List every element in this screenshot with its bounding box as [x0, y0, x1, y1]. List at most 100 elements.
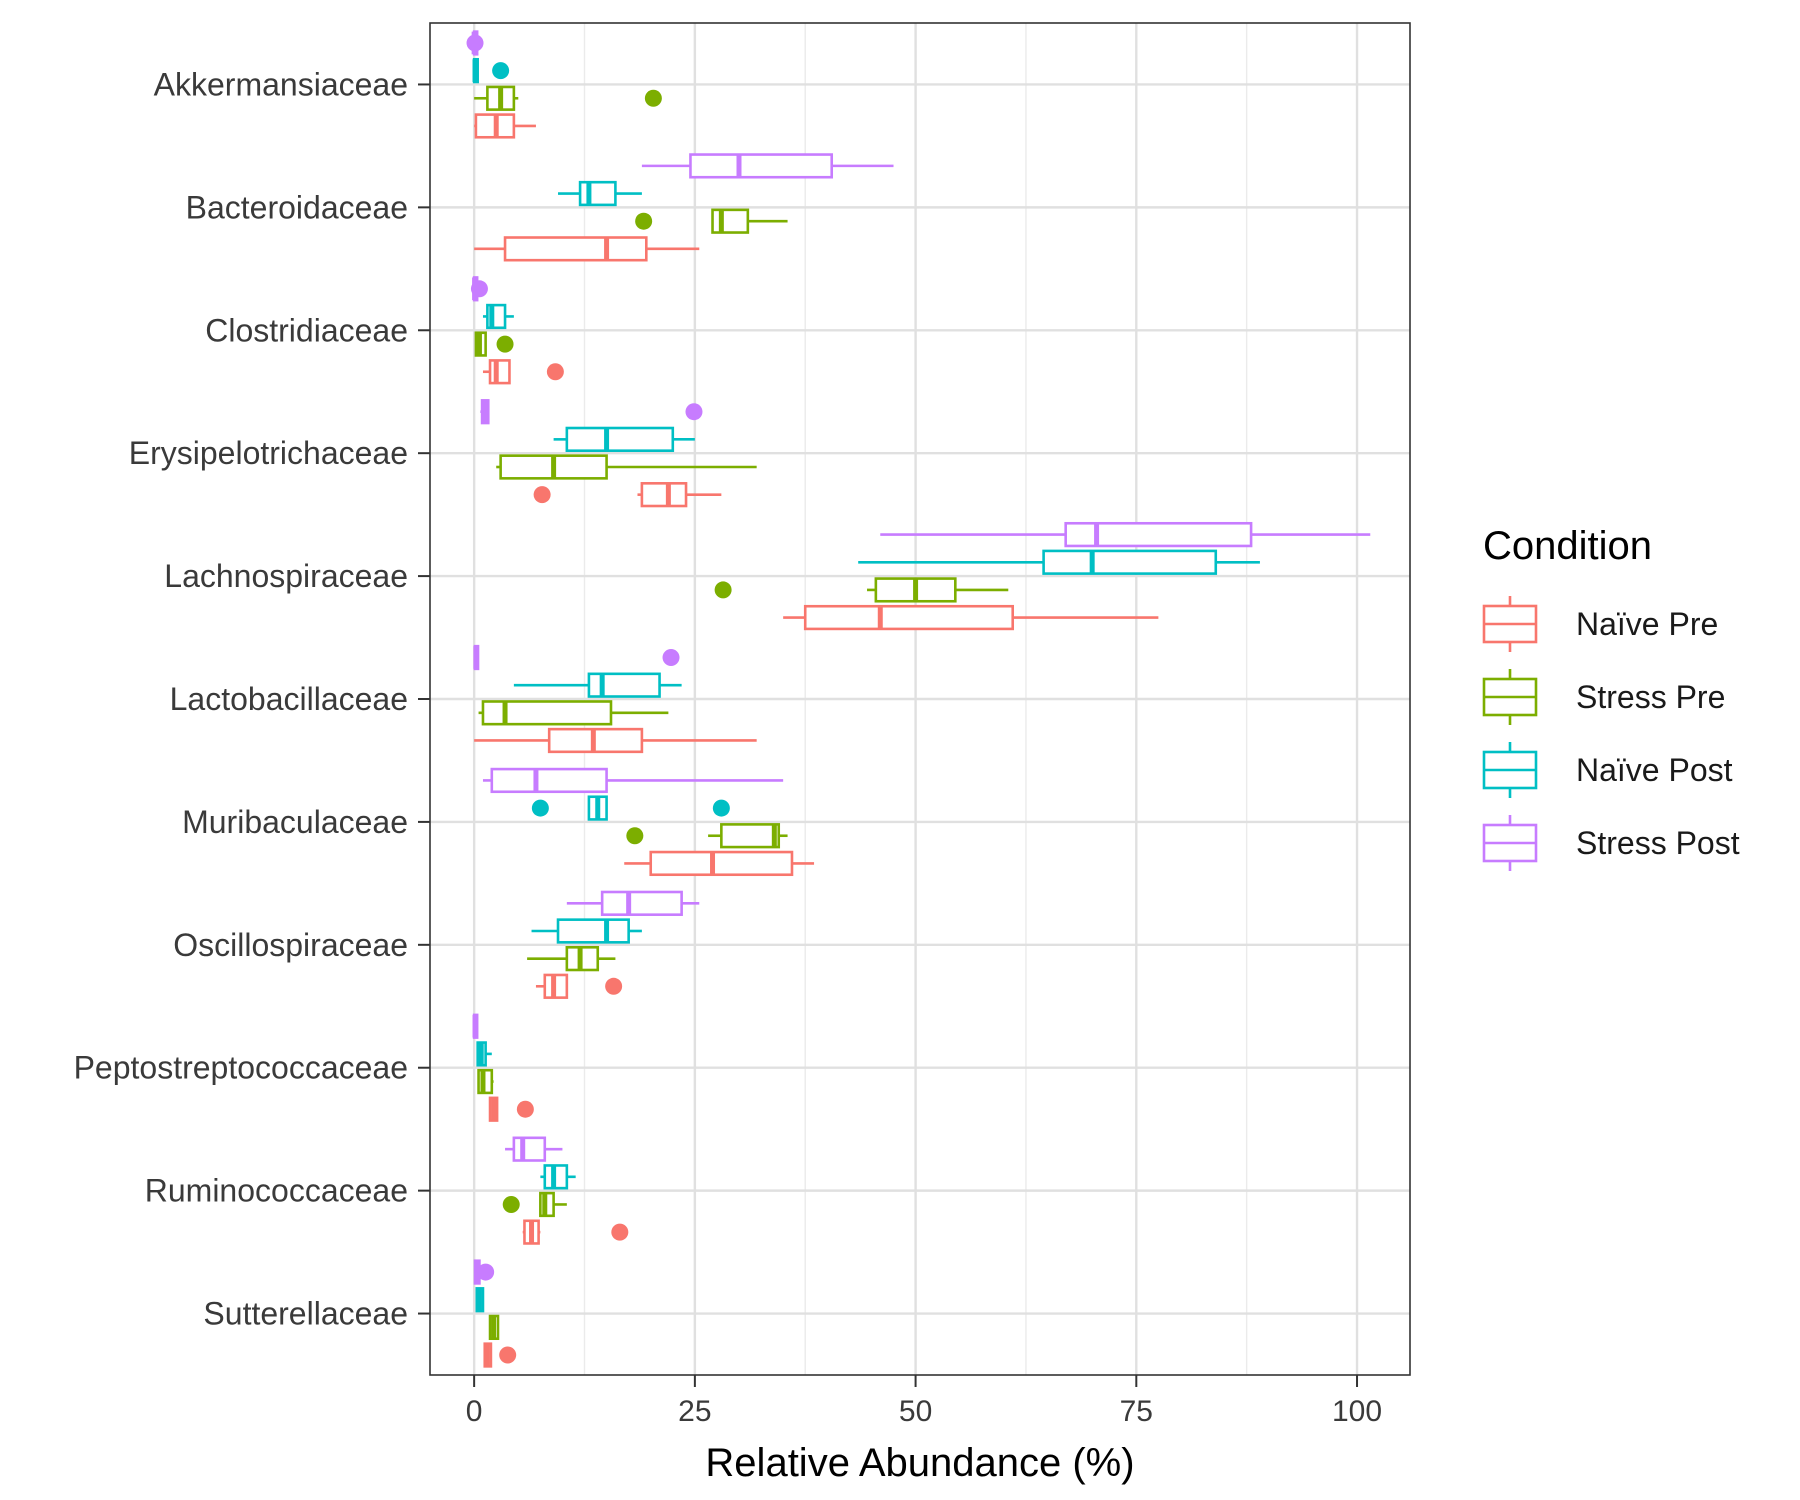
box-iqr: [556, 918, 630, 944]
box-stress-pre: [714, 577, 1009, 603]
legend-title: Condition: [1483, 524, 1652, 568]
box-stress-post: [505, 1136, 563, 1162]
legend-label: Naïve Post: [1576, 752, 1733, 788]
box-na-ve-pre: [533, 482, 722, 508]
outlier-point: [531, 799, 549, 817]
x-tick-label: 25: [678, 1395, 711, 1428]
box-iqr: [512, 1136, 547, 1162]
category-label: Peptostreptococcaceae: [74, 1050, 408, 1086]
category-label: Akkermansiaceae: [154, 66, 408, 102]
box-na-ve-post: [858, 549, 1260, 575]
x-tick-label: 0: [466, 1395, 483, 1428]
box-na-ve-pre: [474, 113, 536, 139]
outlier-point: [611, 1223, 629, 1241]
box-na-ve-pre: [535, 973, 623, 999]
box-stress-pre: [626, 823, 788, 849]
legend-label: Stress Pre: [1576, 679, 1725, 715]
legend-label: Naïve Pre: [1576, 606, 1718, 642]
box-iqr: [649, 850, 794, 877]
box-stress-pre: [488, 1314, 500, 1341]
outlier-point: [644, 89, 662, 107]
box-na-ve-post: [531, 795, 730, 821]
box-stress-pre: [502, 1191, 567, 1218]
outlier-point: [714, 581, 732, 599]
outlier-point: [546, 363, 564, 381]
category-label: Lachnospiraceae: [164, 558, 408, 594]
box-na-ve-post: [531, 918, 642, 944]
box-iqr: [689, 153, 834, 179]
box-iqr: [565, 426, 675, 452]
box-iqr: [720, 823, 781, 849]
legend-label: Stress Post: [1576, 825, 1740, 861]
box-na-ve-post: [482, 303, 514, 330]
legend-item: Stress Pre: [1482, 669, 1725, 725]
box-na-ve-post: [476, 1041, 492, 1067]
outlier-point: [502, 1195, 520, 1213]
box-iqr: [600, 890, 683, 916]
box-na-ve-pre: [488, 1096, 534, 1122]
outlier-point: [466, 34, 484, 52]
category-label: Muribaculaceae: [182, 804, 408, 840]
box-na-ve-post: [553, 426, 695, 452]
box-stress-post: [880, 521, 1371, 548]
outlier-point: [533, 486, 551, 504]
box-na-ve-pre: [482, 359, 564, 385]
outlier-point: [470, 280, 488, 298]
box-iqr: [1042, 549, 1218, 575]
box-na-ve-post: [540, 1164, 576, 1190]
y-axis: Akkermansiaceae Bacteroidaceae Clostridiac…: [74, 66, 430, 1332]
box-na-ve-pre: [474, 727, 757, 754]
box-stress-pre: [635, 208, 788, 234]
legend-item: Naïve Pre: [1482, 596, 1718, 652]
box-iqr: [578, 180, 617, 207]
box-iqr: [587, 672, 661, 698]
box-iqr: [803, 604, 1015, 631]
box-stress-pre: [496, 454, 757, 480]
outlier-point: [712, 799, 730, 817]
box-iqr: [490, 767, 608, 794]
category-label: Sutterellaceae: [203, 1296, 408, 1332]
box-stress-pre: [474, 331, 514, 357]
box-stress-post: [480, 399, 703, 425]
outlier-point: [499, 1346, 517, 1364]
box-na-ve-post: [475, 1287, 485, 1313]
box-stress-pre: [478, 700, 669, 726]
outlier-point: [685, 403, 703, 421]
category-label: Clostridiaceae: [205, 312, 408, 348]
box-iqr: [1064, 521, 1253, 548]
legend: Condition Naïve Pre Stress Pre Naïve Post S…: [1482, 524, 1740, 871]
legend-item: Stress Post: [1482, 815, 1740, 871]
box-na-ve-pre: [783, 604, 1159, 631]
box-stress-post: [482, 767, 784, 794]
box-na-ve-pre: [624, 850, 815, 877]
category-label: Lactobacillaceae: [170, 681, 408, 717]
box-stress-post: [466, 30, 484, 56]
outlier-point: [516, 1100, 534, 1118]
category-label: Ruminococcaceae: [145, 1173, 408, 1209]
outlier-point: [605, 977, 623, 995]
x-tick-label: 50: [899, 1395, 932, 1428]
outlier-point: [662, 649, 680, 667]
category-label: Erysipelotrichaceae: [129, 435, 408, 471]
box-stress-pre: [477, 1068, 494, 1095]
box-na-ve-pre: [474, 236, 700, 262]
box-stress-post: [472, 1013, 479, 1039]
outlier-point: [477, 1263, 495, 1281]
box-stress-post: [473, 1259, 495, 1285]
box-iqr: [640, 482, 688, 508]
box-stress-post: [470, 276, 488, 302]
x-axis: 0 25 50 75 100: [466, 1375, 1382, 1428]
x-tick-label: 100: [1332, 1395, 1382, 1428]
category-label: Oscillospiraceae: [173, 927, 408, 963]
legend-item: Naïve Post: [1482, 742, 1733, 798]
box-iqr: [711, 208, 750, 234]
box-na-ve-post: [513, 672, 682, 698]
category-label: Bacteroidaceae: [186, 189, 408, 225]
box-iqr: [488, 359, 511, 385]
outlier-point: [492, 62, 510, 80]
box-iqr: [481, 700, 613, 726]
box-na-ve-post: [472, 57, 510, 84]
box-stress-pre: [527, 946, 616, 972]
x-axis-title: Relative Abundance (%): [705, 1441, 1134, 1485]
box-iqr: [503, 236, 648, 262]
